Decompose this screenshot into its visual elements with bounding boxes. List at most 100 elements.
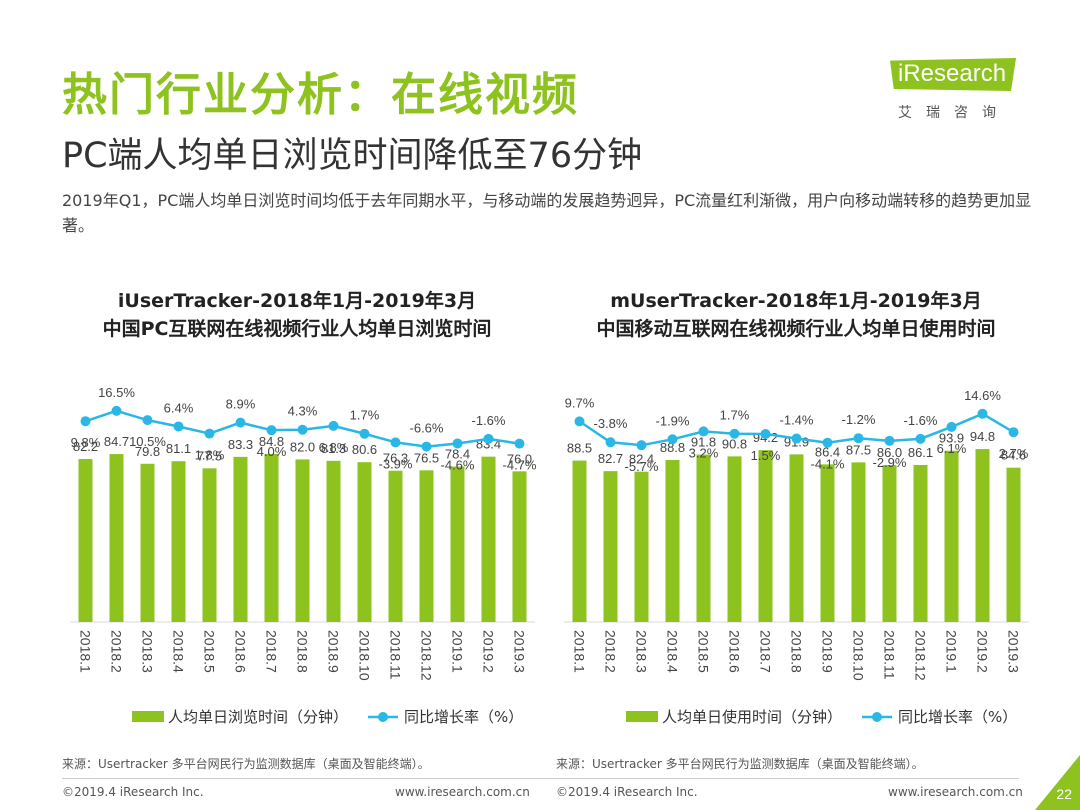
bar-value-label: 90.8 <box>722 436 747 451</box>
growth-rate-point <box>822 437 833 448</box>
footer-divider <box>62 778 1019 779</box>
growth-rate-point <box>946 421 957 432</box>
growth-rate-label: 6.1% <box>937 441 967 456</box>
growth-rate-label: 8.9% <box>226 397 256 412</box>
x-tick-label: 2018.3 <box>140 630 156 673</box>
x-tick-label: 2018.10 <box>851 630 867 681</box>
bar-2018.1 <box>78 459 93 622</box>
chart-1-title: iUserTracker-2018年1月-2019年3月 中国PC互联网在线视频… <box>62 287 532 343</box>
legend-line-marker <box>378 712 388 722</box>
growth-rate-label: -2.9% <box>873 455 907 470</box>
bar-2019.3 <box>1006 467 1021 622</box>
x-tick-label: 2018.9 <box>326 630 342 673</box>
bar-2018.3 <box>634 471 649 622</box>
growth-rate-label: 10.5% <box>129 434 166 449</box>
legend-line-marker <box>872 712 882 722</box>
logo-subtext: 艾瑞咨询 <box>898 105 1010 121</box>
mobile-usage-time-chart: 88.582.782.488.891.890.894.291.986.487.5… <box>564 388 1029 726</box>
chart-2-source: 来源：Usertracker 多平台网民行为监测数据库（桌面及智能终端）。 <box>556 757 924 771</box>
bar-value-label: 78.4 <box>445 447 470 462</box>
x-tick-label: 2018.11 <box>882 630 898 680</box>
bar-value-label: 81.1 <box>166 441 191 456</box>
growth-rate-label: 3.2% <box>689 445 719 460</box>
x-tick-label: 2019.3 <box>512 630 528 673</box>
legend-bar-swatch <box>132 711 164 722</box>
growth-rate-point <box>514 438 525 449</box>
growth-rate-label: 1.5% <box>751 448 781 463</box>
x-tick-label: 2018.5 <box>696 630 712 673</box>
bar-2018.6 <box>233 456 248 622</box>
growth-rate-point <box>791 433 802 444</box>
bar-value-label: 81.3 <box>321 441 346 456</box>
page-title: 热门行业分析：在线视频 <box>62 68 580 121</box>
growth-rate-label: 6.8% <box>319 440 349 455</box>
growth-rate-point <box>760 429 771 440</box>
growth-rate-point <box>173 421 184 432</box>
bar-2018.2 <box>603 471 618 622</box>
growth-rate-point <box>266 425 277 436</box>
bar-value-label: 82.0 <box>290 439 315 454</box>
growth-rate-label: 4.3% <box>288 404 318 419</box>
website-link-left[interactable]: www.iresearch.com.cn <box>395 785 530 799</box>
growth-rate-label: 1.8% <box>195 448 225 463</box>
chart-1-source: 来源：Usertracker 多平台网民行为监测数据库（桌面及智能终端）。 <box>62 757 430 771</box>
growth-rate-label: -6.6% <box>410 421 444 436</box>
growth-rate-point <box>977 408 988 419</box>
bar-value-label: 84.6 <box>1001 448 1026 463</box>
x-tick-label: 2019.3 <box>1006 630 1022 673</box>
bar-2019.2 <box>975 449 990 622</box>
growth-rate-label: 4.0% <box>257 444 287 459</box>
bar-2018.10 <box>851 462 866 622</box>
bar-2018.10 <box>357 462 372 622</box>
growth-rate-label: -1.2% <box>842 412 876 427</box>
x-tick-label: 2019.2 <box>481 630 497 673</box>
bar-2018.7 <box>264 453 279 622</box>
bar-value-label: 82.2 <box>73 439 98 454</box>
growth-rate-label: 6.4% <box>164 400 194 415</box>
growth-rate-point <box>853 433 864 444</box>
x-tick-label: 2018.1 <box>78 630 94 673</box>
x-tick-label: 2018.4 <box>665 630 681 673</box>
growth-rate-point <box>80 416 91 427</box>
bar-value-label: 77.5 <box>197 448 222 463</box>
growth-rate-label: 1.7% <box>350 408 380 423</box>
growth-rate-point <box>915 433 926 444</box>
x-tick-label: 2019.1 <box>944 630 960 673</box>
growth-rate-point <box>884 435 895 446</box>
bar-value-label: 82.4 <box>629 452 654 467</box>
copyright-right: ©2019.4 iResearch Inc. <box>556 785 698 799</box>
growth-rate-label: -1.6% <box>904 413 938 428</box>
x-tick-label: 2018.1 <box>572 630 588 673</box>
bar-value-label: 84.8 <box>259 434 284 449</box>
x-tick-label: 2018.4 <box>171 630 187 673</box>
logo-wordmark: iResearch <box>890 58 1017 91</box>
x-tick-label: 2019.2 <box>975 630 991 673</box>
growth-rate-label: -4.7% <box>503 458 537 473</box>
bar-value-label: 76.5 <box>414 450 439 465</box>
chart-2-title: mUserTracker-2018年1月-2019年3月 中国移动互联网在线视频… <box>556 287 1036 343</box>
page-description: 2019年Q1，PC端人均单日浏览时间均低于去年同期水平，与移动端的发展趋势迥异… <box>62 191 1032 235</box>
bar-value-label: 86.0 <box>877 445 902 460</box>
bar-value-label: 86.1 <box>908 445 933 460</box>
growth-rate-point <box>1008 427 1019 438</box>
growth-rate-label: 14.6% <box>964 388 1001 403</box>
growth-rate-point <box>421 441 432 452</box>
growth-rate-label: -4.6% <box>441 457 475 472</box>
bar-2018.7 <box>758 450 773 622</box>
x-tick-label: 2018.2 <box>603 630 619 673</box>
x-tick-label: 2018.9 <box>820 630 836 673</box>
growth-rate-label: -1.4% <box>780 413 814 428</box>
growth-rate-point <box>390 437 401 448</box>
bar-2018.4 <box>171 461 186 622</box>
website-link-right[interactable]: www.iresearch.com.cn <box>888 785 1023 799</box>
growth-rate-label: 16.5% <box>98 385 135 400</box>
growth-rate-point <box>235 417 246 428</box>
x-tick-label: 2018.2 <box>109 630 125 673</box>
legend-bar-swatch <box>626 711 658 722</box>
chart-2-title-line-2: 中国移动互联网在线视频行业人均单日使用时间 <box>596 318 996 340</box>
bar-2018.1 <box>572 460 587 622</box>
x-tick-label: 2018.8 <box>789 630 805 673</box>
growth-rate-label: -4.1% <box>811 457 845 472</box>
growth-rate-point <box>698 426 709 437</box>
bar-2019.3 <box>512 471 527 622</box>
